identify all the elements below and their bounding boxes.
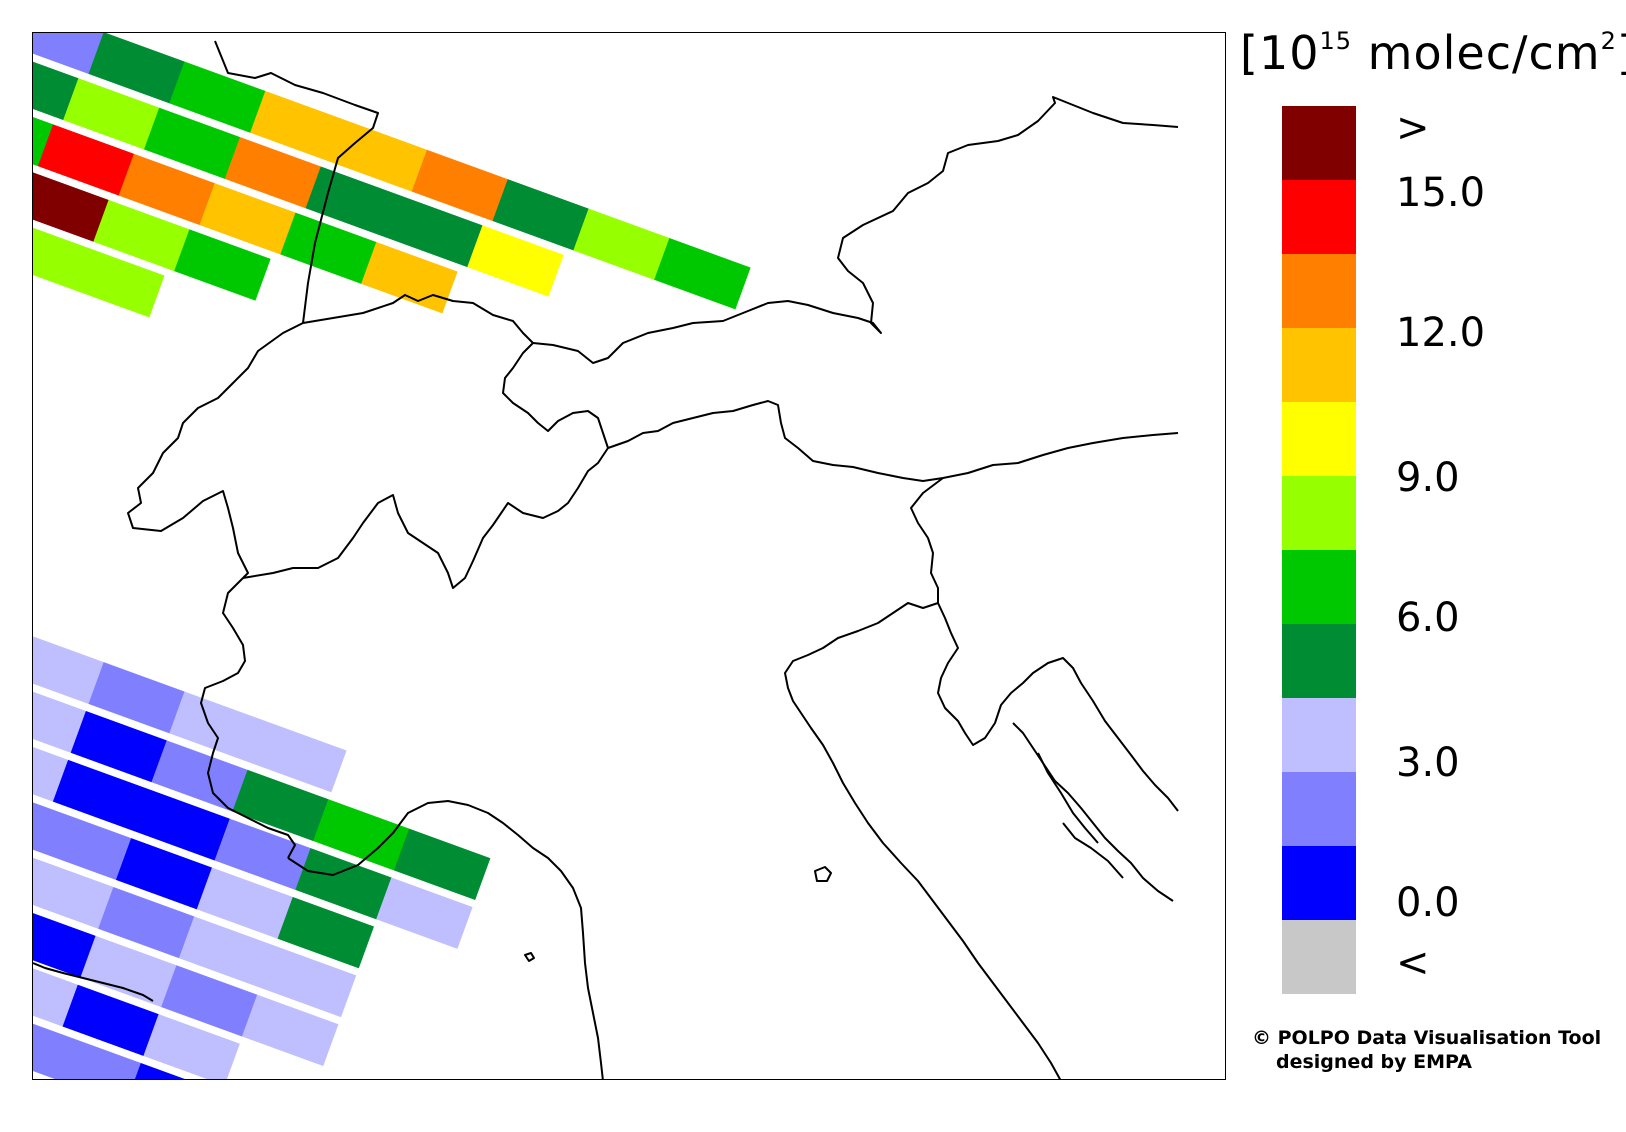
colorbar-tick-label: < — [1396, 940, 1430, 986]
colorbar-tick-label: > — [1396, 105, 1430, 151]
colorbar-tick-label: 6.0 — [1396, 595, 1460, 641]
satellite-swaths — [33, 33, 751, 1079]
colorbar-tick-label: 3.0 — [1396, 740, 1460, 786]
swath-pixel — [134, 1062, 185, 1079]
colorbar-tick-label: 15.0 — [1396, 170, 1486, 216]
coast-istria-croatia — [937, 602, 1179, 812]
colorbar-swatch — [1282, 920, 1356, 994]
border-rhine — [214, 40, 379, 324]
swath-pixel — [467, 225, 564, 297]
border-switzerland-west — [127, 322, 304, 579]
swath-pixel — [393, 828, 491, 901]
legend-unit-title: [1015 molec/cm2] — [1240, 26, 1626, 80]
map-panel — [32, 32, 1226, 1080]
border-italy-france — [200, 577, 296, 859]
coast-corsica — [33, 962, 154, 1002]
unit-name: molec/cm — [1352, 26, 1601, 80]
colorbar-tick-label: 12.0 — [1396, 310, 1486, 356]
colorbar-swatch — [1282, 476, 1356, 550]
swath-pixel — [241, 994, 339, 1067]
border-austria-germany — [532, 96, 1179, 364]
unit-exponent: 15 — [1319, 27, 1353, 55]
coast-croatia-islands-3 — [1062, 822, 1124, 879]
border-italy-slovenia — [910, 477, 944, 603]
colorbar-swatch — [1282, 550, 1356, 624]
unit-prefix: [10 — [1240, 26, 1320, 80]
colorbar-swatch — [1282, 772, 1356, 846]
unit-suffix: ] — [1617, 26, 1626, 80]
colorbar-swatch — [1282, 624, 1356, 698]
swath-pixel — [68, 246, 165, 318]
colorbar-swatch — [1282, 698, 1356, 772]
swath-pixel — [143, 1014, 240, 1079]
map-canvas — [33, 33, 1179, 1079]
coast-croatia-islands-1 — [1012, 722, 1174, 902]
credit-line-2: designed by EMPA — [1276, 1051, 1472, 1073]
coast-liguria — [287, 800, 604, 1079]
swath-pixel — [250, 720, 347, 793]
island-small-2 — [814, 866, 832, 882]
border-switzerland-south — [242, 342, 609, 589]
swath-pixel — [174, 229, 271, 301]
swath-pixel — [573, 208, 670, 280]
credit-line-1: © POLPO Data Visualisation Tool — [1252, 1027, 1602, 1049]
credit-text: © POLPO Data Visualisation Tool designed… — [1252, 1026, 1601, 1074]
colorbar-swatch — [1282, 106, 1356, 180]
colorbar-swatch — [1282, 180, 1356, 254]
colorbar — [1282, 106, 1356, 994]
colorbar-tick-label: 0.0 — [1396, 880, 1460, 926]
colorbar-swatch — [1282, 846, 1356, 920]
swath-pixel — [259, 945, 357, 1018]
colorbar-swatch — [1282, 328, 1356, 402]
colorbar-swatch — [1282, 254, 1356, 328]
colorbar-legend: [1015 molec/cm2] >15.012.09.06.03.00.0< … — [1236, 18, 1626, 1118]
swath-pixel — [376, 877, 473, 949]
colorbar-tick-label: 9.0 — [1396, 455, 1460, 501]
coast-croatia-islands-2 — [1037, 752, 1099, 844]
coast-adriatic-west — [784, 602, 1062, 1079]
border-austria-italy — [607, 400, 1179, 482]
border-switzerland-north — [302, 294, 534, 344]
unit-exponent-2: 2 — [1600, 27, 1617, 55]
swath-pixel — [277, 896, 375, 969]
swath-pixel — [44, 1033, 142, 1079]
colorbar-swatch — [1282, 402, 1356, 476]
island-small — [524, 952, 535, 962]
country-borders — [33, 40, 1179, 1079]
swath-pixel — [654, 237, 751, 310]
